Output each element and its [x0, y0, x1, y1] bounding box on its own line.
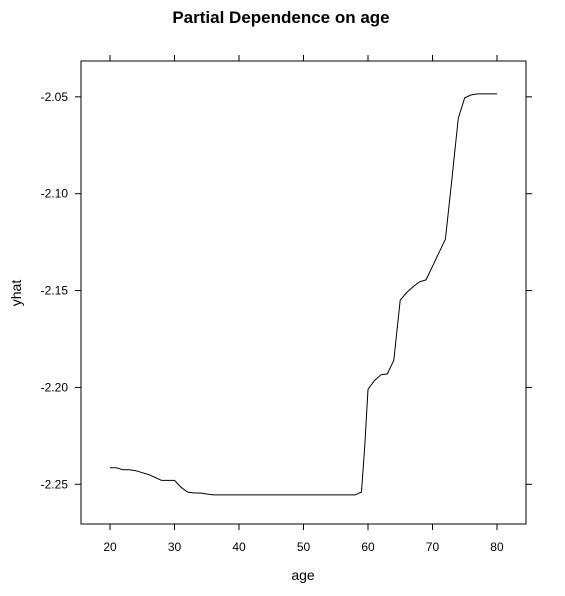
x-axis-title: age — [291, 567, 315, 583]
x-tick-label: 30 — [168, 540, 182, 554]
x-axis: 20 30 40 50 60 70 80 — [103, 55, 504, 554]
chart-title: Partial Dependence on age — [172, 8, 389, 27]
series-line — [110, 93, 497, 496]
x-tick-label: 60 — [361, 540, 375, 554]
y-tick-label: -2.20 — [41, 380, 69, 394]
x-tick-label: 40 — [232, 540, 246, 554]
y-tick-label: -2.25 — [41, 477, 69, 491]
y-tick-label: -2.05 — [41, 90, 69, 104]
x-tick-label: 70 — [426, 540, 440, 554]
y-axis: -2.25 -2.20 -2.15 -2.10 -2.05 — [41, 90, 532, 491]
y-axis-title: yhat — [8, 280, 24, 307]
x-tick-label: 20 — [103, 540, 117, 554]
y-tick-label: -2.15 — [41, 284, 69, 298]
x-tick-label: 50 — [297, 540, 311, 554]
plot-frame — [80, 60, 527, 525]
x-tick-label: 80 — [490, 540, 504, 554]
y-tick-label: -2.10 — [41, 187, 69, 201]
